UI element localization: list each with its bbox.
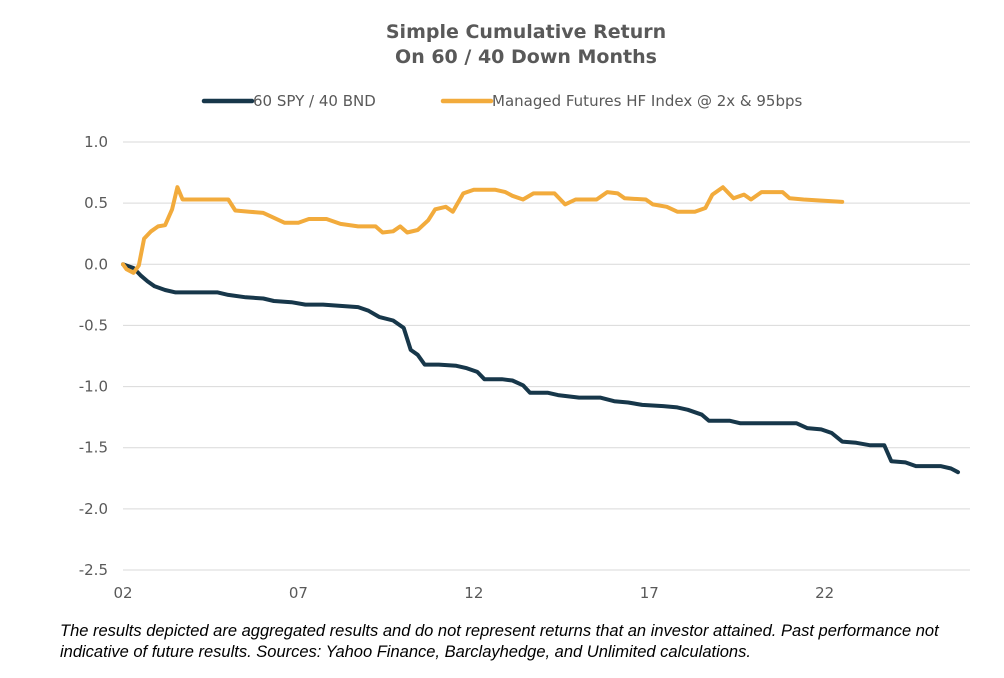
- series-line-60-40: [121, 262, 960, 475]
- y-tick-label: -2.0: [79, 500, 108, 518]
- y-tick-label: -1.5: [79, 439, 108, 457]
- y-tick-label: -0.5: [79, 316, 108, 334]
- gridlines: [123, 141, 970, 571]
- x-tick-label: 22: [815, 584, 834, 602]
- y-axis-ticks: 1.0 0.5 0.0 -0.5 -1.0 -1.5 -2.0 -2.5: [79, 133, 108, 579]
- x-tick-label: 02: [113, 584, 132, 602]
- legend-label-managed-futures: Managed Futures HF Index @ 2x & 95bps: [492, 92, 803, 110]
- series-line-managed-futures: [121, 185, 845, 275]
- y-tick-label: -2.5: [79, 561, 108, 579]
- cumulative-return-chart: Simple Cumulative Return On 60 / 40 Down…: [79, 21, 970, 602]
- legend-label-60-40: 60 SPY / 40 BND: [253, 92, 376, 110]
- y-tick-label: -1.0: [79, 378, 108, 396]
- y-tick-label: 0.0: [84, 255, 108, 273]
- x-axis-ticks: 02 07 12 17 22: [113, 584, 834, 602]
- legend: 60 SPY / 40 BND Managed Futures HF Index…: [201, 92, 803, 110]
- footnote: The results depicted are aggregated resu…: [60, 622, 939, 661]
- x-tick-label: 17: [640, 584, 659, 602]
- y-tick-label: 1.0: [84, 133, 108, 151]
- x-tick-label: 07: [289, 584, 308, 602]
- chart-title-line-2: On 60 / 40 Down Months: [395, 46, 657, 68]
- series-lines: [121, 185, 960, 475]
- chart-title-line-1: Simple Cumulative Return: [386, 21, 666, 43]
- x-tick-label: 12: [464, 584, 483, 602]
- y-tick-label: 0.5: [84, 194, 108, 212]
